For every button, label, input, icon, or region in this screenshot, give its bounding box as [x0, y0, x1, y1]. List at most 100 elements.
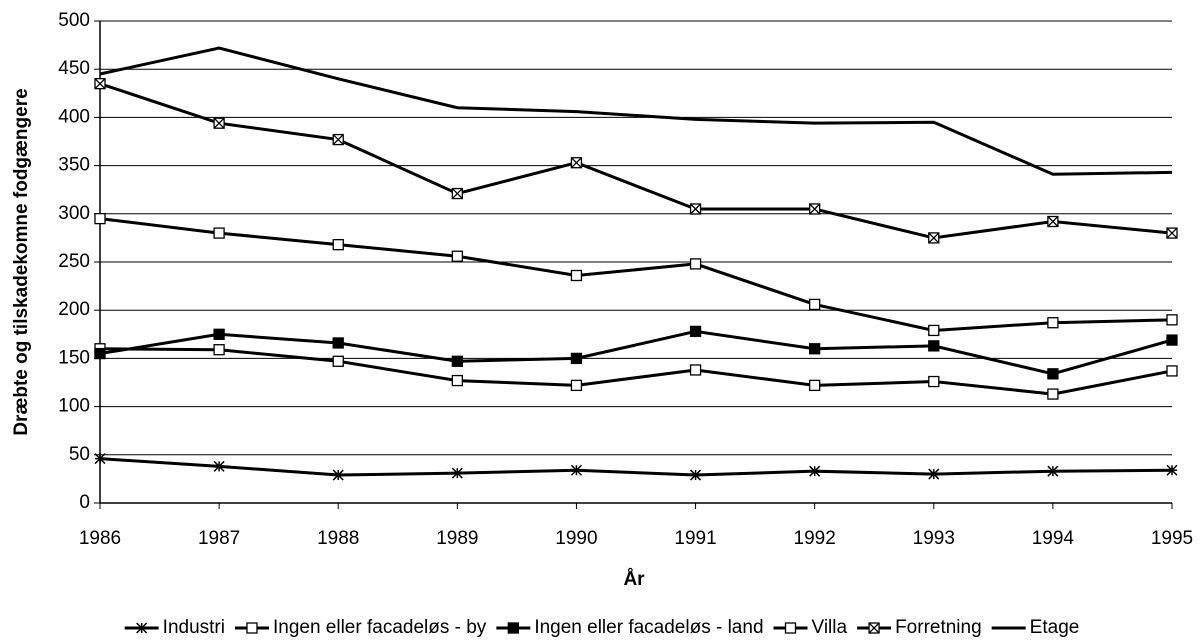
marker: [1047, 317, 1059, 329]
legend-label: Villa: [812, 617, 848, 638]
x-tick-label: 1994: [1032, 528, 1075, 549]
y-tick-label: 350: [58, 155, 90, 176]
marker: [809, 203, 821, 215]
marker-box: [94, 212, 106, 225]
marker: [570, 379, 583, 392]
marker-stroke: [213, 117, 225, 129]
x-tick-label: 1989: [436, 528, 478, 549]
marker-box: [570, 379, 583, 392]
marker: [570, 269, 583, 282]
legend-label: Ingen eller facadeløs - by: [273, 617, 487, 638]
series-line: [99, 329, 1173, 376]
marker-box: [928, 340, 940, 352]
marker: [1047, 388, 1059, 400]
x-tick-label: 1988: [317, 528, 359, 549]
marker: [689, 364, 702, 376]
marker: [451, 467, 463, 479]
marker-stroke: [332, 134, 344, 146]
marker-box: [1166, 314, 1178, 326]
marker-stroke: [1166, 464, 1178, 476]
marker-box: [784, 622, 797, 634]
marker-box: [809, 343, 821, 355]
marker: [1166, 227, 1178, 239]
marker: [1166, 365, 1178, 377]
legend: Industri Ingen eller facadeløs - by Ingen …: [124, 617, 1080, 638]
marker: [868, 622, 880, 634]
marker-stroke: [451, 467, 463, 479]
marker: [784, 622, 797, 634]
marker-stroke: [1047, 216, 1059, 227]
marker-stroke: [1166, 227, 1178, 239]
marker-stroke: [94, 78, 106, 90]
marker-stroke: [332, 469, 344, 481]
marker: [213, 328, 225, 340]
marker: [1166, 464, 1178, 476]
x-tick-label: 1992: [794, 528, 836, 549]
marker: [332, 337, 344, 349]
marker-box: [570, 269, 583, 282]
marker: [94, 212, 106, 225]
y-axis-label: Dræbte og tilskadekomne fodgængere: [11, 88, 32, 435]
marker-box: [1047, 388, 1059, 400]
marker: [809, 465, 821, 477]
legend-label: Forretning: [895, 617, 982, 638]
series-line: [99, 46, 1173, 176]
marker: [213, 117, 225, 129]
marker-box: [451, 374, 463, 387]
marker-stroke: [570, 157, 582, 169]
marker-stroke: [94, 453, 106, 465]
marker-stroke: [928, 232, 940, 244]
legend-label: Ingen eller facadeløs - land: [534, 617, 763, 638]
marker: [94, 453, 106, 465]
y-tick-label: 50: [69, 444, 90, 465]
marker: [928, 468, 940, 480]
marker: [689, 258, 702, 270]
marker-box: [1166, 365, 1178, 377]
marker-box: [928, 324, 940, 337]
marker: [136, 622, 148, 634]
marker: [1047, 465, 1059, 477]
marker-box: [1047, 368, 1059, 380]
marker-box: [809, 379, 821, 392]
marker: [1047, 215, 1059, 228]
marker: [94, 347, 106, 360]
marker-box: [451, 355, 463, 367]
x-axis-label: År: [623, 569, 645, 590]
y-tick-label: 500: [58, 10, 90, 31]
marker: [570, 157, 583, 169]
y-tick-label: 300: [58, 203, 90, 224]
y-tick-label: 400: [58, 106, 90, 127]
marker-box: [1047, 317, 1059, 329]
y-tick-label: 450: [58, 58, 90, 79]
marker-stroke: [1047, 465, 1059, 477]
marker: [928, 324, 940, 337]
marker: [928, 340, 940, 352]
marker-box: [213, 227, 225, 239]
marker-stroke: [690, 469, 702, 481]
marker-stroke: [868, 622, 880, 634]
marker: [689, 325, 702, 338]
x-tick-label: 1993: [913, 528, 955, 549]
marker: [332, 133, 344, 146]
marker: [213, 344, 225, 356]
y-tick-label: 250: [58, 251, 90, 272]
marker: [332, 469, 344, 481]
marker: [332, 238, 344, 251]
marker: [809, 298, 821, 311]
legend-label: Etage: [1030, 617, 1080, 638]
marker-box: [570, 352, 583, 365]
x-tick-label: 1987: [198, 528, 240, 549]
marker-box: [332, 355, 344, 367]
marker-box: [507, 622, 519, 634]
marker-box: [689, 258, 702, 270]
marker-stroke: [570, 464, 582, 476]
marker: [451, 250, 463, 262]
marker-stroke: [451, 188, 463, 200]
y-tick-label: 150: [58, 347, 90, 368]
marker-box: [246, 622, 258, 634]
marker-stroke: [809, 465, 821, 477]
marker: [928, 232, 940, 244]
marker: [246, 622, 258, 634]
marker: [451, 355, 463, 367]
